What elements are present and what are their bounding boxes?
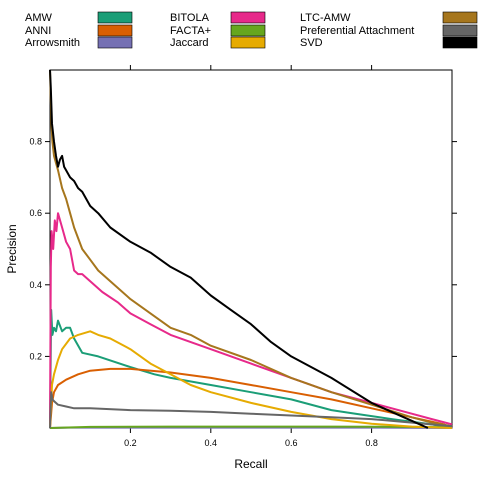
legend-swatch: [442, 11, 478, 24]
legend-swatch: [97, 11, 133, 24]
y-tick-label: 0.4: [29, 280, 42, 290]
plot-frame: [49, 69, 453, 429]
legend-item: AMW: [25, 11, 133, 24]
y-tick-label: 0.6: [29, 208, 42, 218]
series-line-ltc-amw: [49, 69, 453, 428]
series-line-svd: [49, 69, 429, 429]
x-tick-label: 0.8: [365, 438, 378, 448]
series-line-bitola: [49, 212, 453, 429]
legend-item: Arrowsmith: [25, 36, 133, 49]
legend-label: LTC-AMW: [300, 12, 351, 24]
y-tick-label: 0.8: [29, 137, 42, 147]
legend-item: FACTA+: [170, 24, 266, 37]
legend-label: ANNI: [25, 25, 51, 37]
legend-swatch: [442, 36, 478, 49]
y-tick-label: 0.2: [29, 351, 42, 361]
series-layer: [49, 69, 453, 429]
legend-item: SVD: [300, 36, 478, 49]
y-axis-label: Precision: [5, 224, 19, 273]
legend-swatch: [442, 24, 478, 37]
x-axis: 0.2 0.4 0.6 0.8: [124, 65, 378, 448]
legend-label: BITOLA: [170, 12, 210, 24]
x-tick-label: 0.4: [205, 438, 218, 448]
legend-swatch: [230, 24, 266, 37]
y-axis: 0.2 0.4 0.6 0.8: [29, 137, 457, 361]
legend-item: LTC-AMW: [300, 11, 478, 24]
legend-swatch: [97, 24, 133, 37]
series-line-anni: [49, 367, 453, 429]
legend-label: Jaccard: [170, 37, 209, 49]
legend-swatch: [230, 11, 266, 24]
legend-label: Preferential Attachment: [300, 25, 414, 37]
legend-item: Jaccard: [170, 36, 266, 49]
series-line-preferential-attachment: [49, 391, 453, 429]
legend-label: SVD: [300, 37, 323, 49]
legend-label: Arrowsmith: [25, 37, 80, 49]
series-line-amw: [49, 308, 453, 429]
x-axis-label: Recall: [234, 457, 267, 471]
legend-item: BITOLA: [170, 11, 266, 24]
legend-swatch: [230, 36, 266, 49]
legend-swatch: [97, 36, 133, 49]
legend-item: Preferential Attachment: [300, 24, 478, 37]
x-tick-label: 0.6: [285, 438, 298, 448]
legend-label: AMW: [25, 12, 53, 24]
legend-label: FACTA+: [170, 25, 211, 37]
x-tick-label: 0.2: [124, 438, 137, 448]
legend-item: ANNI: [25, 24, 133, 37]
